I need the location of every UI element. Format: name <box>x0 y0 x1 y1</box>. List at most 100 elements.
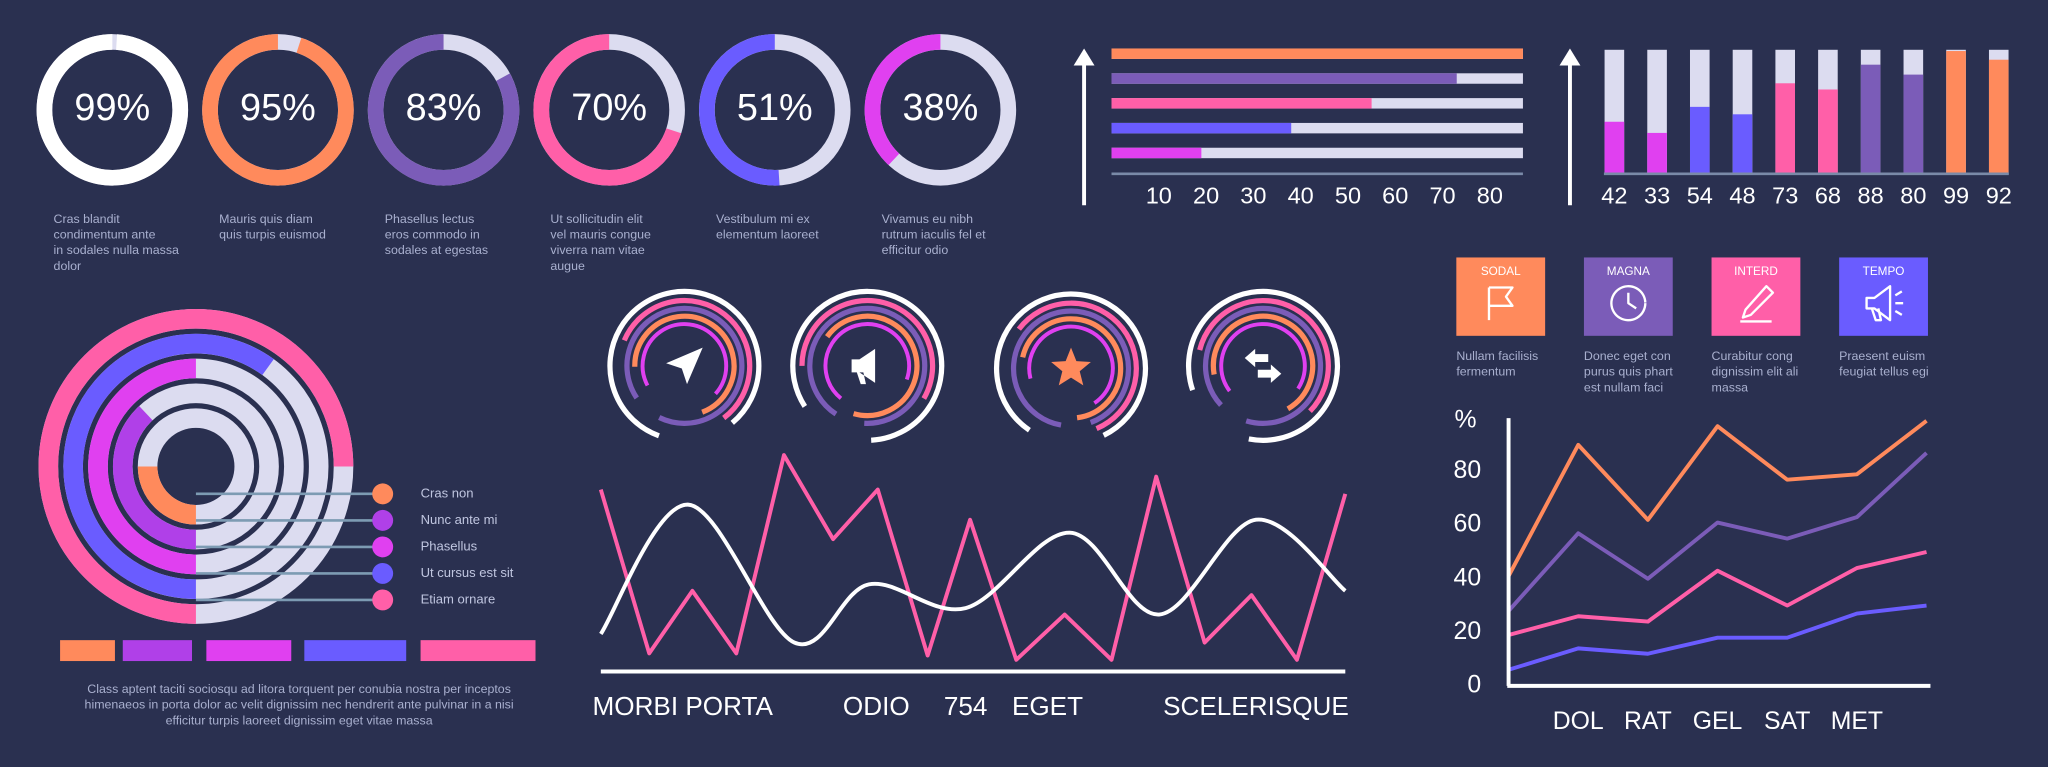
badge <box>1839 257 1928 336</box>
donut-caption: augue <box>550 259 585 273</box>
color-swatch <box>60 640 115 662</box>
badge-caption: purus quis phart <box>1584 365 1673 379</box>
donut-arc <box>699 34 780 186</box>
y-tick-label: 0 <box>1467 671 1481 698</box>
badge-caption: Donec eget con <box>1584 349 1671 363</box>
bar <box>1689 106 1710 174</box>
badge-icon <box>1740 285 1775 323</box>
bar-label: 48 <box>1729 183 1755 209</box>
y-tick-label: 80 <box>1454 457 1482 484</box>
deco-arc <box>1202 305 1324 426</box>
x-tick-label: 60 <box>1382 183 1408 209</box>
x-tick-label: SAT <box>1764 708 1810 735</box>
radial-icon <box>1186 288 1341 443</box>
deco-arc <box>624 305 745 426</box>
legend-label: Nunc ante mi <box>421 512 498 527</box>
badge-caption: Nullam facilisis <box>1456 349 1538 363</box>
donut-label: 70% <box>571 87 647 129</box>
deco-arc <box>823 322 911 400</box>
ring-arc <box>137 465 197 525</box>
deco-arc <box>1197 297 1331 414</box>
y-tick-label: 20 <box>1454 618 1482 645</box>
x-tick-label: EGET <box>1012 691 1083 721</box>
arrow-head <box>1073 48 1095 66</box>
donut-caption: quis turpis euismod <box>219 228 326 242</box>
legend-dot <box>372 509 394 531</box>
donut-caption: vel mauris congue <box>550 228 651 242</box>
radial-icon <box>993 291 1149 438</box>
badge-icon <box>1865 285 1904 322</box>
x-tick-label: 20 <box>1193 183 1219 209</box>
deco-arc <box>1010 308 1132 428</box>
bar-track <box>1111 147 1523 159</box>
y-tick-label: 60 <box>1454 511 1482 538</box>
deco-arc <box>1016 300 1139 431</box>
badge-icon <box>1487 286 1514 321</box>
color-swatch <box>206 640 292 662</box>
icon-glyph <box>851 348 876 385</box>
radial-icon <box>790 288 945 443</box>
donut-caption: Ut sollicitudin elit <box>550 212 643 226</box>
color-swatch <box>420 640 536 662</box>
line-series <box>1507 603 1927 672</box>
deco-arc <box>799 298 936 400</box>
donut-caption: rutrum iaculis fel et <box>882 228 987 242</box>
legend-dot <box>372 562 394 584</box>
bar-label: 68 <box>1815 183 1841 209</box>
line-series <box>1506 419 1928 578</box>
donut-arc <box>202 34 354 186</box>
bar-label: 33 <box>1644 183 1670 209</box>
deco-arc <box>1210 313 1316 412</box>
bar-label: 92 <box>1986 183 2012 209</box>
badge-caption: est nullam faci <box>1584 380 1663 394</box>
ring-arc <box>38 309 354 624</box>
badge-caption: Praesent euism <box>1839 349 1925 363</box>
ring-arc <box>63 333 274 600</box>
donut-label: 38% <box>903 87 979 129</box>
bar-label: 88 <box>1858 183 1884 209</box>
donut-caption: eros commodo in <box>385 228 480 242</box>
bar <box>1111 147 1202 159</box>
deco-arc <box>1186 288 1341 443</box>
icon-glyph <box>1051 347 1091 386</box>
badge-caption: feugiat tellus egi <box>1839 365 1929 379</box>
x-tick-label: 50 <box>1335 183 1361 209</box>
badge-label: SODAL <box>1481 265 1521 278</box>
paragraph-line: Class aptent taciti sociosqu ad litora t… <box>87 682 511 696</box>
badge-caption: dignissim elit ali <box>1712 365 1799 379</box>
donut-label: 95% <box>240 87 316 129</box>
x-tick-label: 10 <box>1146 183 1172 209</box>
bar <box>1647 132 1667 174</box>
x-tick-label: 30 <box>1240 183 1266 209</box>
legend-label: Etiam ornare <box>421 591 496 606</box>
donut-caption: Phasellus lectus <box>385 212 475 226</box>
donut-caption: sodales at egestas <box>385 243 488 257</box>
badge-caption: Curabitur cong <box>1712 349 1793 363</box>
deco-arc <box>790 288 945 443</box>
donut-caption: viverra nam vitae <box>550 243 644 257</box>
bar-track <box>1111 122 1523 134</box>
bar-label: 42 <box>1601 183 1627 209</box>
donut-label: 83% <box>406 87 482 129</box>
legend-label: Ut cursus est sit <box>421 565 514 580</box>
donut-caption: Cras blandit <box>54 212 121 226</box>
legend-dot <box>372 483 394 505</box>
x-tick-label: DOL <box>1553 708 1604 735</box>
x-tick-label: SCELERISQUE <box>1163 691 1349 721</box>
line-series <box>1507 451 1928 613</box>
donut-caption: Vestibulum mi ex <box>716 212 810 226</box>
badge-label: TEMPO <box>1863 265 1905 278</box>
donut-label: 51% <box>737 87 813 129</box>
bar <box>1111 98 1372 109</box>
bar <box>1111 48 1523 59</box>
donut-caption: Vivamus eu nibh <box>882 212 973 226</box>
bar <box>1111 73 1457 84</box>
x-tick-label: MET <box>1831 708 1883 735</box>
donut-caption: elementum laoreet <box>716 228 819 242</box>
bar <box>1775 83 1796 174</box>
color-swatch <box>304 640 407 662</box>
donut-arc <box>533 34 682 186</box>
deco-arc <box>807 305 928 426</box>
x-tick-label: 80 <box>1477 183 1503 209</box>
